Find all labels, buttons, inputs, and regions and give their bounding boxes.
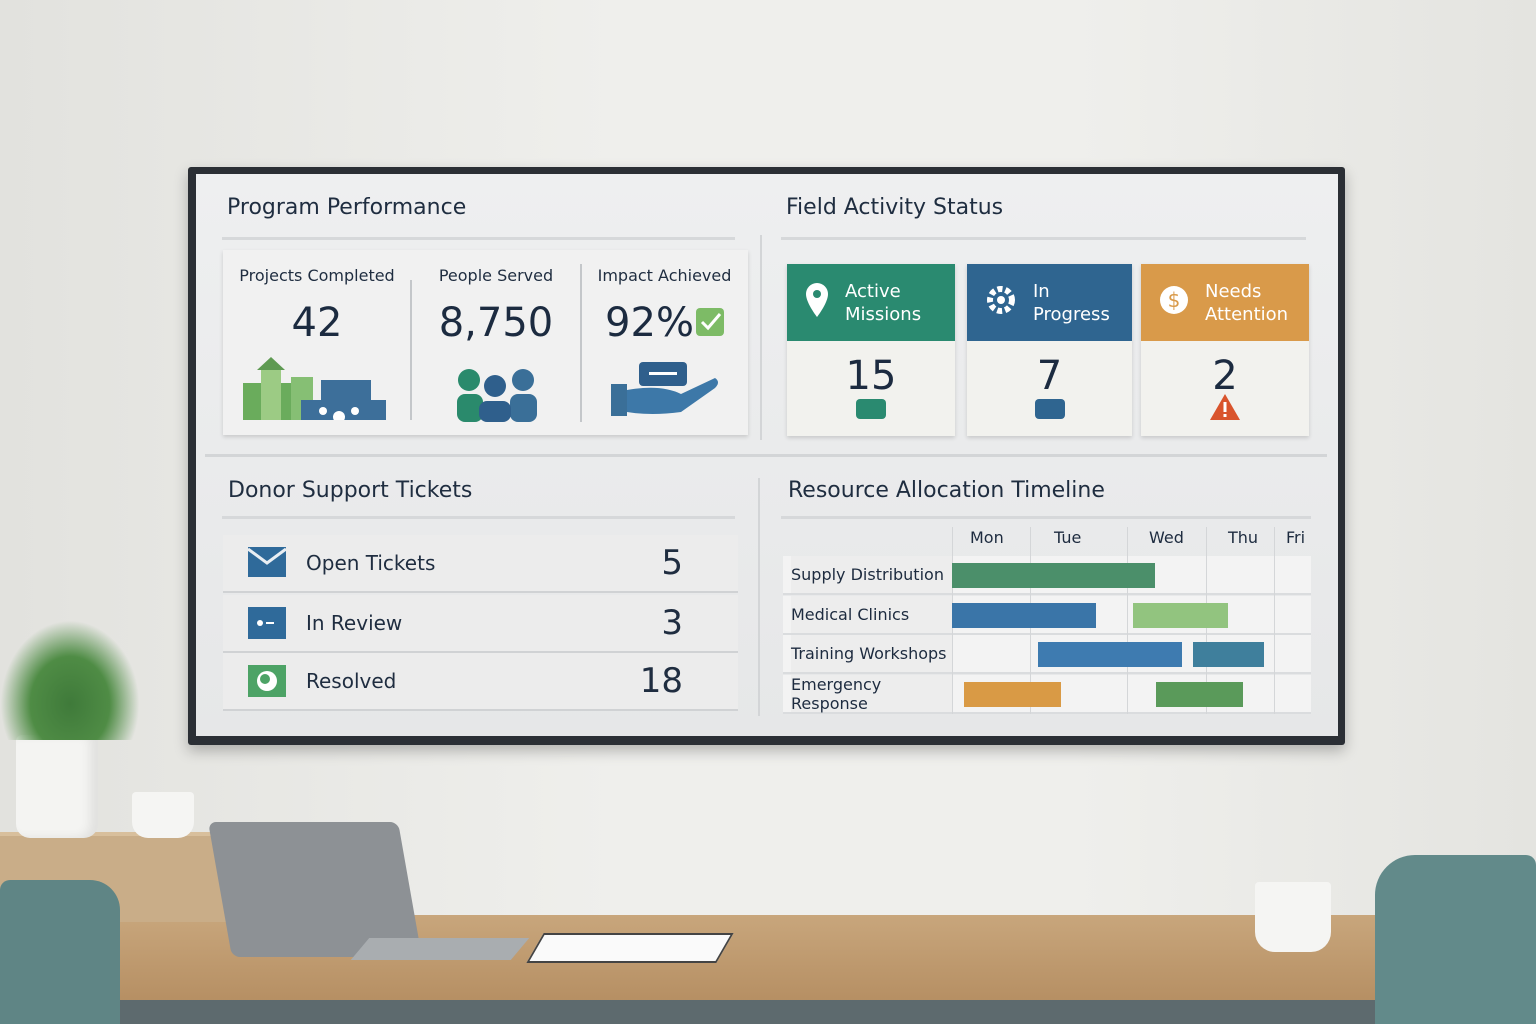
people-icon (457, 369, 537, 422)
field-activity-title: Field Activity Status (786, 195, 1004, 220)
globe-icon (248, 665, 286, 697)
kpi-value: 42 (291, 300, 343, 346)
warning-icon (1210, 394, 1240, 420)
timeline-bar[interactable] (1037, 642, 1183, 667)
status-label: In (1033, 280, 1050, 302)
hand-giving-icon (611, 362, 718, 416)
day-header: Tue (1054, 528, 1082, 547)
ticket-row[interactable]: Resolved 18 (223, 653, 738, 711)
kpi-value: 8,750 (438, 300, 554, 346)
mug-left (132, 792, 194, 838)
timeline-row-label: Training Workshops (791, 635, 953, 672)
kpi-value: 92% (605, 300, 694, 346)
kpi-people-served: People Served 8,750 (411, 250, 581, 435)
status-card-header: $ Needs Attention (1141, 264, 1309, 341)
ticket-label: In Review (306, 611, 403, 635)
id-card-icon (248, 607, 286, 639)
ticket-label: Resolved (306, 669, 397, 693)
chair-left (0, 880, 120, 1024)
status-card[interactable]: $ Needs Attention 2 (1141, 264, 1309, 436)
laptop-screen (208, 822, 422, 957)
status-value: 15 (845, 353, 897, 399)
ticket-count: 18 (639, 661, 683, 701)
timeline-row-label: Supply Distribution (791, 556, 953, 593)
kpi-label: Impact Achieved (597, 266, 732, 285)
plant-pot (16, 735, 98, 838)
laptop-base (350, 938, 530, 960)
status-label: Active (845, 280, 901, 302)
timeline-bar[interactable] (964, 682, 1062, 707)
timeline-bar[interactable] (952, 563, 1155, 588)
ticket-label: Open Tickets (306, 551, 436, 575)
kpi-label: People Served (438, 266, 554, 285)
timeline-row-label: Medical Clinics (791, 596, 953, 633)
day-header: Wed (1149, 528, 1184, 547)
timeline-row: Supply Distribution (783, 556, 1311, 595)
status-label: Missions (845, 303, 922, 325)
status-glyph-icon (856, 399, 886, 419)
grid-line (1127, 527, 1128, 714)
timeline-bar[interactable] (1156, 682, 1244, 707)
ticket-row[interactable]: In Review 3 (223, 595, 738, 653)
notebook (526, 933, 734, 963)
status-label: Progress (1033, 303, 1110, 325)
chair-right (1375, 855, 1536, 1024)
kpi-impact-achieved: Impact Achieved 92% (581, 250, 748, 435)
buildings-icon (243, 357, 386, 420)
kpi-label: Projects Completed (239, 266, 395, 285)
plant-leaves (0, 620, 140, 740)
dollar-icon: $ (1159, 285, 1189, 321)
kpi-projects-completed: Projects Completed 42 (223, 250, 411, 435)
status-value: 2 (1212, 353, 1238, 399)
timeline-title: Resource Allocation Timeline (788, 478, 1105, 503)
timeline-bar[interactable] (1192, 642, 1264, 667)
status-label: Needs (1205, 280, 1262, 302)
day-header: Fri (1286, 528, 1306, 547)
svg-text:$: $ (1168, 288, 1181, 312)
status-label: Attention (1205, 303, 1289, 325)
desk-front (100, 1000, 1400, 1024)
timeline-bar[interactable] (1133, 603, 1228, 628)
mug-right (1255, 882, 1331, 952)
grid-line (1274, 527, 1275, 714)
ticket-count: 5 (661, 543, 683, 583)
envelope-icon (247, 547, 287, 579)
program-performance-title: Program Performance (227, 195, 467, 220)
day-header: Thu (1228, 528, 1259, 547)
day-header: Mon (970, 528, 1004, 547)
check-icon (696, 308, 724, 336)
status-card[interactable]: In Progress 7 (967, 264, 1132, 436)
status-card-header: Active Missions (787, 264, 955, 341)
status-value: 7 (1036, 353, 1063, 399)
status-glyph-icon (1034, 399, 1065, 419)
map-pin-icon (805, 282, 829, 323)
status-card-header: In Progress (967, 264, 1132, 341)
timeline-bar[interactable] (952, 603, 1096, 628)
timeline-row-label: Emergency Response (791, 675, 953, 713)
ticket-row[interactable]: Open Tickets 5 (223, 535, 738, 593)
ticket-count: 3 (661, 603, 683, 643)
gear-icon (985, 284, 1017, 322)
status-card[interactable]: Active Missions 15 (787, 264, 955, 436)
donor-tickets-title: Donor Support Tickets (228, 478, 473, 503)
kpi-panel: Projects Completed 42 People Served 8,75… (223, 250, 748, 435)
